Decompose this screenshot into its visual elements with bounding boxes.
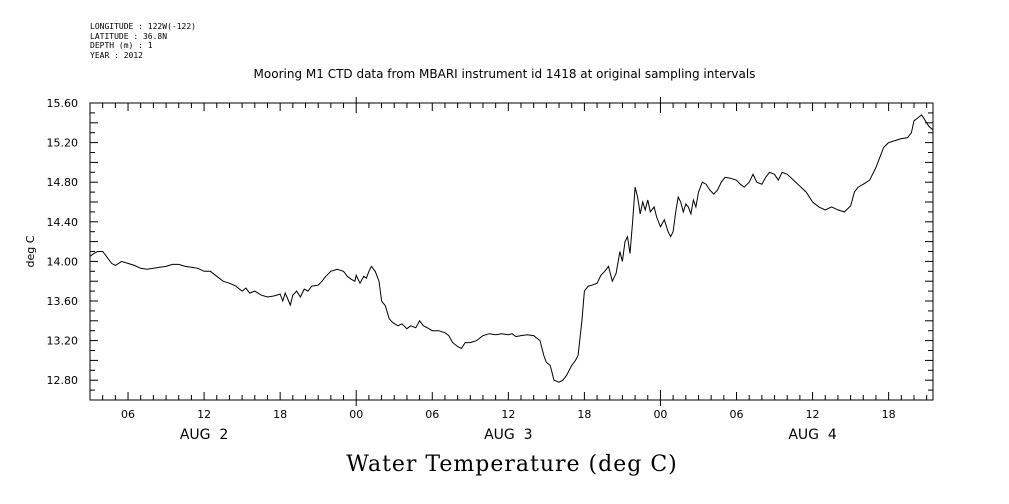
day-label: AUG 3 — [484, 427, 532, 443]
year-label: YEAR : 2012 — [90, 50, 143, 60]
x-tick-label: 00 — [653, 408, 667, 421]
y-tick-label: 14.80 — [47, 176, 79, 189]
y-axis-label: deg C — [24, 235, 37, 267]
metadata-block: LONGITUDE : 122W(-122) LATITUDE : 36.8N … — [90, 22, 196, 60]
x-tick-label: 18 — [882, 408, 896, 421]
x-tick-label: 12 — [197, 408, 211, 421]
y-tick-label: 12.80 — [47, 374, 79, 387]
x-tick-label: 06 — [425, 408, 439, 421]
x-tick-label: 06 — [730, 408, 744, 421]
y-tick-label: 15.20 — [47, 137, 79, 150]
plot-frame — [89, 102, 934, 401]
x-tick-label: 12 — [806, 408, 820, 421]
x-tick-label: 18 — [273, 408, 287, 421]
depth-label: DEPTH (m) : 1 — [90, 41, 153, 50]
longitude-label: LONGITUDE : 122W(-122) — [90, 22, 196, 31]
day-label: AUG 4 — [788, 427, 837, 443]
x-tick-label: 00 — [349, 408, 363, 421]
x-tick-label: 06 — [121, 408, 135, 421]
y-tick-label: 13.60 — [47, 295, 79, 308]
series-line-0 — [89, 114, 934, 383]
chart-title: Mooring M1 CTD data from MBARI instrumen… — [253, 67, 756, 81]
x-tick-label: 18 — [577, 408, 591, 421]
y-tick-label: 13.20 — [47, 335, 79, 348]
y-tick-label: 15.60 — [47, 97, 79, 110]
x-tick-label: 12 — [501, 408, 515, 421]
y-tick-label: 14.00 — [47, 255, 79, 268]
day-label: AUG 2 — [180, 427, 228, 443]
latitude-label: LATITUDE : 36.8N — [90, 31, 168, 41]
y-tick-label: 14.40 — [47, 216, 79, 229]
variable-title: Water Temperature (deg C) — [346, 452, 678, 477]
